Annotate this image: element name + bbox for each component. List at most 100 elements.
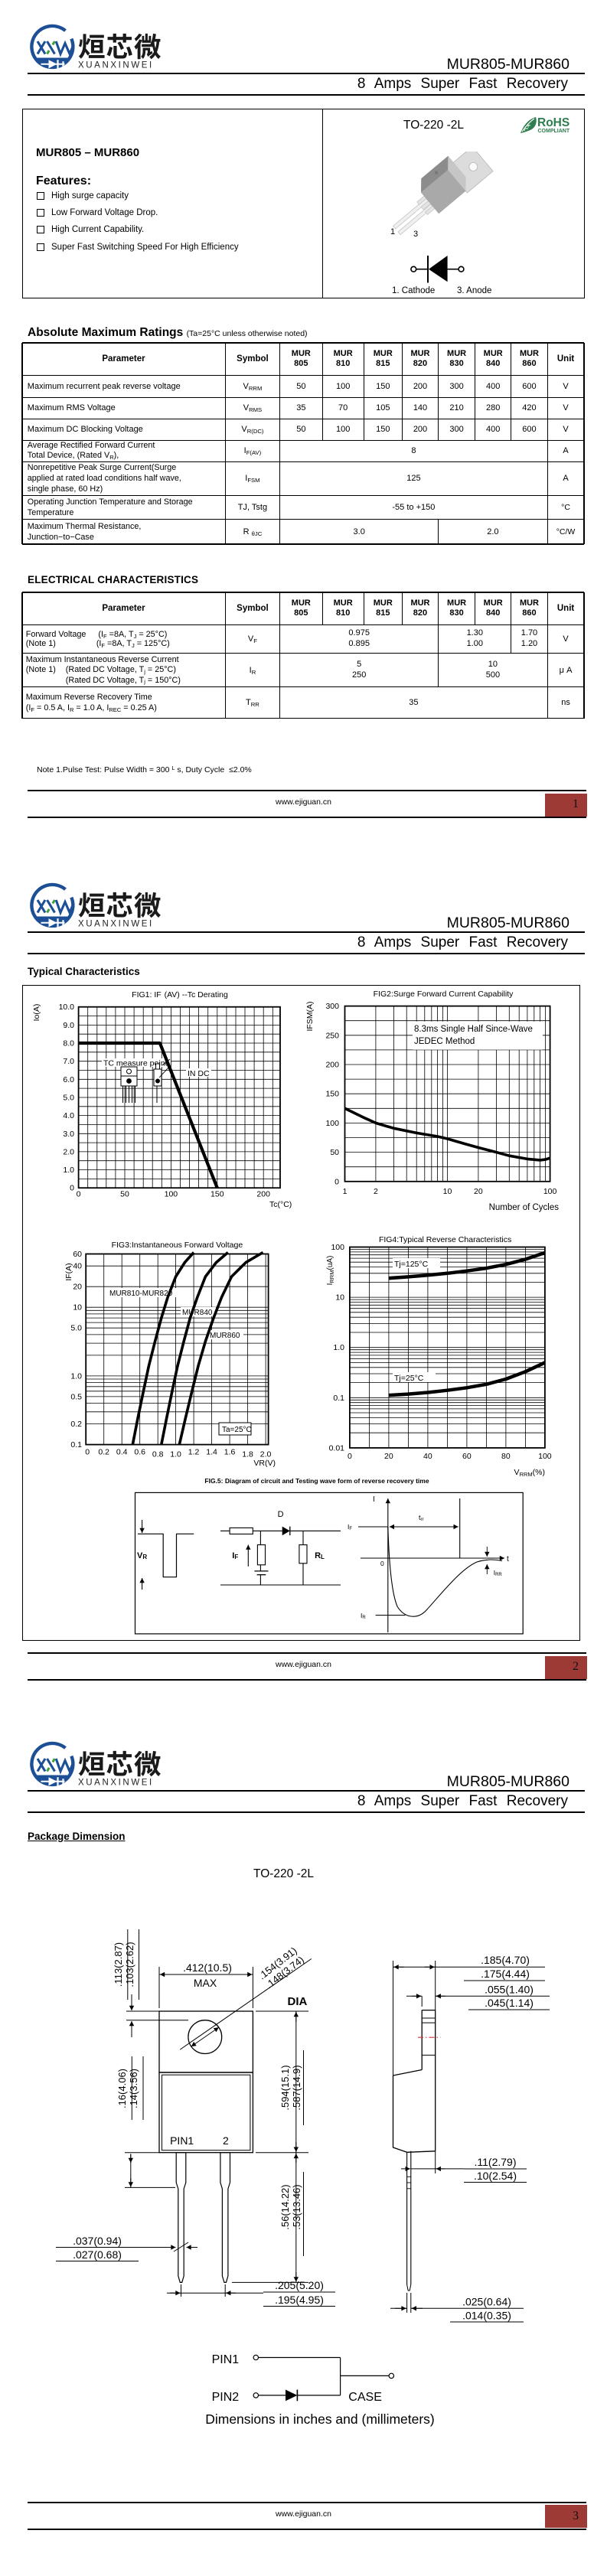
svg-text:0: 0 [335,1177,339,1186]
svg-text:50: 50 [120,1190,129,1199]
svg-text:IF(A): IF(A) [64,1263,73,1280]
svg-text:FIG4:Typical Reverse Character: FIG4:Typical Reverse Characteristics [379,1235,511,1244]
svg-text:2: 2 [374,1187,378,1196]
svg-text:50: 50 [330,1148,339,1157]
svg-text:100: 100 [331,1243,344,1252]
svg-text:.205(5.20): .205(5.20) [275,2279,324,2291]
svg-text:250: 250 [325,1031,339,1040]
svg-text:200: 200 [256,1190,270,1199]
svg-text:VR: VR [137,1551,147,1560]
svg-text:100: 100 [325,1119,339,1128]
svg-text:80: 80 [501,1452,511,1461]
svg-text:150: 150 [325,1090,339,1099]
svg-text:FIG2:Surge Forward Current Cap: FIG2:Surge Forward Current Capability [374,990,514,999]
svg-text:20: 20 [384,1452,393,1461]
svg-text:.594(15.1): .594(15.1) [279,2065,291,2110]
svg-text:0.2: 0.2 [70,1420,82,1429]
svg-text:.037(0.94): .037(0.94) [73,2235,122,2247]
svg-text:MAX: MAX [194,1977,217,1989]
svg-text:.56(14.22): .56(14.22) [279,2184,291,2229]
svg-text:Tj=125°C: Tj=125°C [394,1260,429,1269]
svg-text:0.5: 0.5 [70,1392,82,1401]
svg-text:.045(1.14): .045(1.14) [485,1997,534,2009]
svg-text:1: 1 [343,1187,348,1196]
svg-text:Tj=25°C: Tj=25°C [394,1374,424,1383]
svg-text:.14(3.56): .14(3.56) [128,2069,139,2108]
svg-text:0.6: 0.6 [134,1448,145,1457]
svg-text:XUANXINWEI: XUANXINWEI [78,1779,154,1788]
svg-text:MUR860: MUR860 [210,1332,240,1340]
svg-text:XUANXINWEI: XUANXINWEI [78,920,154,929]
svg-text:0: 0 [77,1190,81,1199]
svg-text:1.0: 1.0 [70,1371,82,1381]
svg-text:1.8: 1.8 [242,1450,253,1459]
svg-text:2: 2 [223,2134,229,2147]
svg-text:.587(14.9): .587(14.9) [291,2065,302,2110]
svg-text:0: 0 [85,1448,90,1457]
svg-text:.113(2.87): .113(2.87) [113,1942,124,1987]
svg-text:0: 0 [380,1560,384,1567]
svg-text:FIG.5: Diagram of circuit and: FIG.5: Diagram of circuit and Testing wa… [204,1477,429,1485]
svg-text:IF: IF [232,1551,238,1560]
svg-text:MUR840: MUR840 [182,1309,213,1317]
svg-text:.412(10.5): .412(10.5) [183,1961,232,1974]
svg-text:.175(4.44): .175(4.44) [481,1968,530,1980]
svg-text:4.0: 4.0 [63,1111,74,1120]
svg-text:60: 60 [462,1452,472,1461]
svg-text:.53(13.46): .53(13.46) [291,2184,302,2229]
svg-text:100: 100 [538,1452,552,1461]
svg-text:PIN1: PIN1 [170,2134,194,2147]
svg-text:.16(4.06): .16(4.06) [116,2069,128,2108]
svg-text:I: I [373,1495,375,1504]
svg-text:MUR810-MUR820: MUR810-MUR820 [109,1290,173,1298]
svg-text:Ta=25°C: Ta=25°C [222,1426,252,1434]
svg-text:IRR: IRR [494,1569,503,1577]
svg-text:TC measure point: TC measure point [103,1059,168,1068]
svg-text:60: 60 [73,1250,82,1259]
svg-text:IR: IR [361,1612,366,1620]
svg-text:100: 100 [543,1187,557,1196]
svg-text:10: 10 [335,1293,344,1303]
svg-text:VRRM(%): VRRM(%) [514,1468,545,1478]
svg-text:40: 40 [73,1262,82,1271]
svg-text:.025(0.64): .025(0.64) [462,2296,511,2308]
svg-text:0.1: 0.1 [70,1440,82,1449]
svg-text:40: 40 [423,1452,432,1461]
svg-text:.027(0.68): .027(0.68) [73,2248,122,2261]
svg-text:.055(1.40): .055(1.40) [485,1984,534,1996]
svg-text:.103(2.62): .103(2.62) [124,1942,135,1987]
svg-text:XUANXINWEI: XUANXINWEI [78,61,154,70]
svg-text:.014(0.35): .014(0.35) [462,2310,511,2322]
svg-text:1.6: 1.6 [224,1448,236,1457]
svg-text:Io(A): Io(A) [32,1004,41,1022]
svg-text:.11(2.79): .11(2.79) [475,2156,517,2168]
svg-text:1.2: 1.2 [188,1448,200,1457]
svg-text:COMPLIANT: COMPLIANT [538,129,570,134]
svg-text:PIN1: PIN1 [212,2353,240,2366]
svg-text:0.01: 0.01 [329,1443,345,1453]
svg-text:1.4: 1.4 [206,1448,217,1457]
svg-text:JEDEC Method: JEDEC Method [414,1037,475,1046]
svg-text:t: t [507,1555,509,1564]
svg-text:FIG1: IF (AV) --Tc Derating: FIG1: IF (AV) --Tc Derating [132,990,228,999]
svg-text:IF: IF [348,1523,352,1531]
svg-text:7.0: 7.0 [63,1057,74,1066]
svg-text:0.8: 0.8 [152,1450,164,1459]
svg-text:5.0: 5.0 [63,1094,74,1103]
svg-text:Number of Cycles: Number of Cycles [489,1203,560,1212]
svg-text:0: 0 [70,1184,74,1193]
svg-text:IN DC: IN DC [188,1069,210,1078]
svg-text:VR(V): VR(V) [253,1459,276,1468]
svg-text:0.4: 0.4 [116,1448,128,1457]
svg-text:150: 150 [210,1190,224,1199]
svg-text:6.0: 6.0 [63,1075,74,1084]
svg-text:.10(2.54): .10(2.54) [474,2170,517,2182]
svg-text:20: 20 [73,1283,82,1292]
svg-text:10.0: 10.0 [59,1003,75,1012]
svg-text:20: 20 [474,1187,483,1196]
svg-text:Tc(°C): Tc(°C) [269,1200,292,1209]
svg-text:8.0: 8.0 [63,1039,74,1048]
svg-text:5.0: 5.0 [70,1324,82,1333]
svg-text:10: 10 [443,1187,452,1196]
svg-text:.195(4.95): .195(4.95) [275,2294,324,2306]
